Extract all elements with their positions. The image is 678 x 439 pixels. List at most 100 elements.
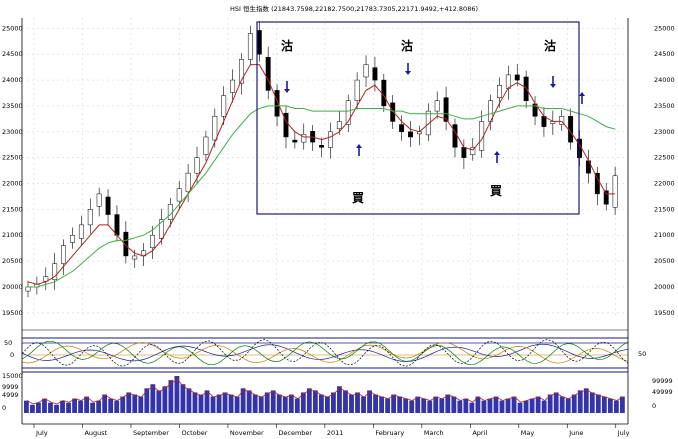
candle-body xyxy=(594,172,600,195)
osc-series-osc-3 xyxy=(21,340,629,366)
candle-body xyxy=(363,64,369,78)
candle-body xyxy=(381,79,387,107)
volume-bar xyxy=(529,398,535,413)
volume-bar xyxy=(541,400,547,413)
candle-body xyxy=(283,112,289,138)
osc-series-osc-1 xyxy=(21,343,629,362)
volume-bar xyxy=(589,392,595,413)
x-tick-label: July xyxy=(35,429,48,437)
volume-bar xyxy=(258,396,264,413)
osc-tick-right-50: 50 xyxy=(638,350,646,358)
candle-body xyxy=(327,131,333,148)
y-tick-label-right: 23500 xyxy=(654,102,675,110)
volume-bar xyxy=(433,396,439,413)
vol-tick-right: 49999 xyxy=(652,388,673,396)
y-tick-label-left: 23000 xyxy=(2,128,23,136)
candle-body xyxy=(461,147,467,158)
y-tick-label-right: 21000 xyxy=(654,231,675,239)
highlight-box xyxy=(256,21,580,215)
volume-bar xyxy=(48,402,53,413)
vol-tick-left: 9999 xyxy=(2,383,19,391)
volume-bar xyxy=(174,376,180,413)
candle-body xyxy=(443,97,449,122)
y-tick-label-right: 20500 xyxy=(654,257,675,265)
volume-bar xyxy=(312,390,318,413)
volume-bar xyxy=(331,392,336,413)
candle-body xyxy=(559,116,565,125)
annotations: 沽沽沽買買 xyxy=(281,38,585,205)
volume-bar xyxy=(168,380,174,413)
volume-bar xyxy=(505,398,511,413)
osc-series-osc-4 xyxy=(21,339,629,367)
candle-body xyxy=(87,209,93,226)
y-tick-label-left: 19500 xyxy=(2,309,23,317)
volume-bar xyxy=(162,386,168,413)
x-tick-label: May xyxy=(521,429,535,437)
volume-bar xyxy=(270,390,276,413)
y-tick-label-left: 24000 xyxy=(2,76,23,84)
y-tick-label-left: 22000 xyxy=(2,180,23,188)
volume-bar xyxy=(595,394,601,413)
ma-lines xyxy=(27,64,616,288)
chart-title: HSI 恒生指数 (21843.7598,22182.7500,21783.73… xyxy=(230,4,478,13)
candle-body xyxy=(345,100,351,125)
volume-bar xyxy=(36,402,41,413)
volume-bar xyxy=(601,396,607,413)
candle-body xyxy=(230,79,236,93)
candle-body xyxy=(25,286,31,292)
series-line-MA-short xyxy=(27,64,616,285)
candle-body xyxy=(158,219,164,239)
candle-body xyxy=(452,124,458,148)
volume-bar xyxy=(553,392,559,413)
volume-bar xyxy=(54,404,59,413)
candle-body xyxy=(274,90,280,117)
volume-bar xyxy=(114,400,120,413)
candle-body xyxy=(221,95,227,117)
volume-bar xyxy=(24,400,29,413)
candle-body xyxy=(568,116,574,143)
candle-body xyxy=(408,131,413,138)
volume-bar xyxy=(228,394,234,413)
candle-body xyxy=(70,234,75,243)
volume-bar xyxy=(343,390,348,413)
candle-body xyxy=(212,116,218,141)
candle-body xyxy=(176,188,182,202)
volume-bar xyxy=(240,388,246,413)
volume-bar xyxy=(180,384,186,413)
volume-bar xyxy=(126,392,132,413)
x-tick-label: November xyxy=(230,429,264,437)
volume-bar xyxy=(523,400,529,413)
candle-body xyxy=(167,203,173,220)
annotation-sell: 沽 xyxy=(401,38,413,53)
x-tick-label: February xyxy=(375,429,404,437)
candle-body xyxy=(247,33,253,60)
candles xyxy=(25,21,618,298)
volume-bar xyxy=(222,392,228,413)
volume-bar xyxy=(457,400,463,413)
vol-tick-right: 0 xyxy=(652,402,656,410)
volume-bar xyxy=(547,394,553,413)
volume-bar xyxy=(90,402,96,413)
candle-body xyxy=(434,100,440,112)
candle-body xyxy=(301,134,307,143)
candle-body xyxy=(390,102,396,122)
volume-bar xyxy=(132,394,138,413)
volume-bar xyxy=(415,396,421,413)
candle-body xyxy=(123,231,129,257)
y-tick-labels-left: 25000 24500 24000 23500 23000 22500 22000 21500… xyxy=(2,24,23,316)
volume-bar xyxy=(493,396,499,413)
y-tick-label-right: 25000 xyxy=(654,24,675,32)
volume-bar xyxy=(264,392,270,413)
arrow-down-head xyxy=(550,84,556,88)
candle-body xyxy=(470,147,476,155)
volume-bar xyxy=(276,394,282,413)
x-tick-labels: July August September October November Decemb… xyxy=(33,424,630,437)
volume-bar xyxy=(427,400,433,413)
candle-body xyxy=(256,30,262,55)
y-tick-label-left: 21000 xyxy=(2,231,23,239)
volume-bar xyxy=(619,396,625,413)
candle-body xyxy=(194,157,200,174)
